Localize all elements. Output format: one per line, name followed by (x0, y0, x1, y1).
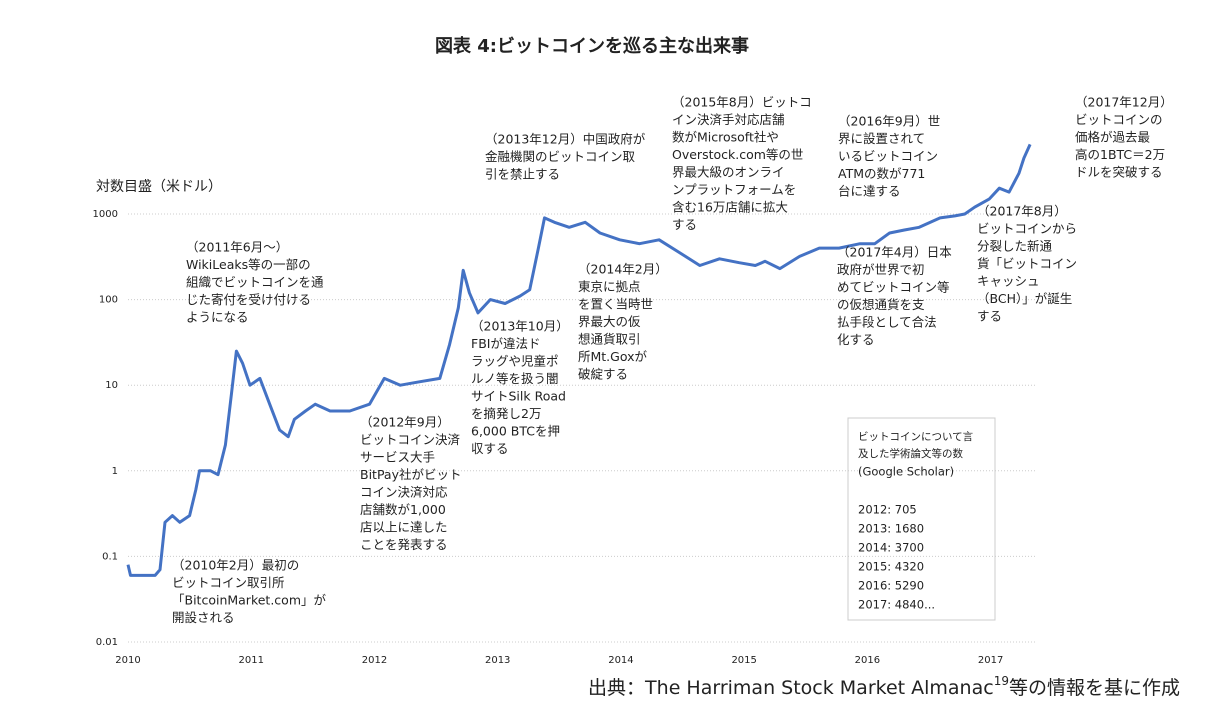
inset-subtitle: (Google Scholar) (858, 465, 954, 479)
annotation-line: 「BitcoinMarket.com」が (172, 593, 327, 608)
annotation-line: （BCH）」が誕生 (977, 291, 1072, 306)
inset-row: 2017: 4840... (858, 598, 935, 612)
annotation-line: 金融機関のビットコイン取 (485, 149, 636, 164)
price-line (126, 143, 1032, 577)
annotation-line: 開設される (172, 610, 235, 625)
annotation-line: Overstock.com等の世 (672, 147, 803, 162)
annotation-line: ルノ等を扱う闇 (471, 371, 559, 386)
annotation-line: （2013年10月） (471, 319, 569, 334)
annotation-line: BitPay社がビット (360, 467, 461, 482)
annotation-line: ATMの数が771 (838, 166, 925, 181)
x-tick-label: 2014 (608, 655, 633, 666)
x-tick-label: 2013 (485, 655, 510, 666)
annotation-line: 台に達する (838, 184, 901, 199)
annotation-line: 収する (471, 441, 509, 456)
annotation-line: サイトSilk Road (471, 389, 566, 404)
inset-row: 2014: 3700 (858, 541, 924, 555)
y-tick-label: 1 (112, 466, 118, 477)
annotation-line: 破綻する (578, 367, 628, 382)
inset-box (847, 417, 996, 621)
annotation-line: （2017年8月） (977, 204, 1067, 219)
annotation-line: 店舗数が1,000 (360, 502, 446, 517)
inset-row: 2015: 4320 (858, 560, 924, 574)
annotation-line: を摘発し2万 (471, 406, 541, 421)
annotation-line: を置く当時世 (578, 297, 653, 312)
annotation-line: じた寄付を受け付ける (186, 292, 311, 307)
annotation-line: FBIが違法ド (471, 336, 540, 351)
x-tick-label: 2016 (855, 655, 880, 666)
annotation-line: WikiLeaks等の一部の (186, 257, 311, 272)
annotation-line: ラッグや児童ポ (471, 354, 559, 369)
annotation-line: 所Mt.Goxが (578, 349, 648, 364)
x-tick-label: 2010 (115, 655, 140, 666)
annotation-line: 引を禁止する (485, 167, 560, 182)
annotation-line: 高の1BTC＝2万 (1075, 147, 1165, 162)
x-tick-label: 2015 (731, 655, 756, 666)
annotation-line: キャッシュ (977, 274, 1040, 289)
annotation-line: （2016年9月）世 (838, 114, 940, 129)
chart-title: 図表 4:ビットコインを巡る主な出来事 (435, 35, 749, 57)
annotation-line: 界最大級のオンライ (672, 165, 785, 180)
annotation-line: ドルを突破する (1075, 165, 1163, 180)
source-suffix: 等の情報を基に作成 (1009, 677, 1180, 699)
inset-title: ビットコインについて言 (858, 430, 973, 443)
inset-row: 2012: 705 (858, 503, 917, 517)
annotation-line: 払手段として合法 (837, 315, 937, 330)
y-tick-label: 0.01 (96, 637, 118, 648)
annotation-line: ことを発表する (360, 537, 448, 552)
annotation-line: （2017年4月）日本 (837, 245, 952, 260)
inset-title: 及した学術論文等の数 (858, 447, 963, 460)
annotation-line: ビットコインの (1075, 112, 1163, 127)
source-prefix: 出典：The Harriman Stock Market Almanac (588, 677, 994, 699)
annotation-line: コイン決済対応 (360, 485, 448, 500)
annotation-line: （2011年6月〜） (186, 240, 288, 255)
annotation-line: する (977, 309, 1002, 324)
annotation-line: 貨「ビットコイン (977, 256, 1077, 271)
annotation-line: （2015年8月）ビットコ (672, 95, 812, 110)
annotation-line: 組織でビットコインを通 (186, 275, 324, 290)
source-superscript: 19 (994, 674, 1009, 688)
annotation-line: 界最大の仮 (578, 314, 641, 329)
annotation-line: ようになる (186, 310, 249, 325)
annotation-line: 含む16万店舗に拡大 (672, 200, 788, 215)
y-tick-label: 100 (99, 295, 118, 306)
annotation-line: 政府が世界で初 (837, 262, 925, 277)
annotation-line: イン決済手対応店舗 (672, 112, 785, 127)
y-axis-label: 対数目盛（米ドル） (96, 179, 222, 195)
annotation-line: ビットコインから (977, 221, 1077, 236)
annotation-line: 東京に拠点 (578, 279, 641, 294)
annotation-line: ビットコイン取引所 (172, 575, 285, 590)
inset-row: 2013: 1680 (858, 522, 924, 536)
annotation-line: いるビットコイン (838, 149, 938, 164)
annotation-line: ビットコイン決済 (360, 432, 461, 447)
annotation-line: 数がMicrosoft社や (672, 130, 779, 145)
y-tick-label: 10 (105, 380, 118, 391)
annotation-line: ンプラットフォームを (672, 182, 796, 197)
annotation-line: の仮想通貨を支 (837, 297, 925, 312)
y-tick-label: 0.1 (102, 551, 118, 562)
x-tick-label: 2017 (978, 655, 1003, 666)
annotation-line: 価格が過去最 (1075, 130, 1151, 145)
annotation-line: （2014年2月） (578, 262, 668, 277)
annotation-line: 界に設置されて (838, 131, 925, 146)
x-tick-label: 2011 (239, 655, 264, 666)
annotation-line: 分裂した新通 (977, 239, 1053, 254)
x-tick-label: 2012 (362, 655, 387, 666)
annotation-line: 6,000 BTCを押 (471, 424, 560, 439)
annotation-line: 想通貨取引 (578, 332, 641, 347)
y-tick-label: 1000 (93, 209, 118, 220)
annotation-line: （2012年9月） (360, 415, 450, 430)
source: 出典：The Harriman Stock Market Almanac19等の… (588, 674, 1180, 699)
inset-row: 2016: 5290 (858, 579, 924, 593)
annotation-line: する (672, 217, 697, 232)
annotation-line: （2010年2月）最初の (172, 558, 299, 573)
annotation-line: （2017年12月） (1075, 95, 1173, 110)
annotation-line: 化する (837, 332, 875, 347)
annotation-line: 店以上に達した (360, 520, 448, 535)
annotation-line: サービス大手 (360, 450, 435, 465)
annotation-line: めてビットコイン等 (837, 280, 950, 295)
annotation-line: （2013年12月）中国政府が (485, 132, 646, 147)
